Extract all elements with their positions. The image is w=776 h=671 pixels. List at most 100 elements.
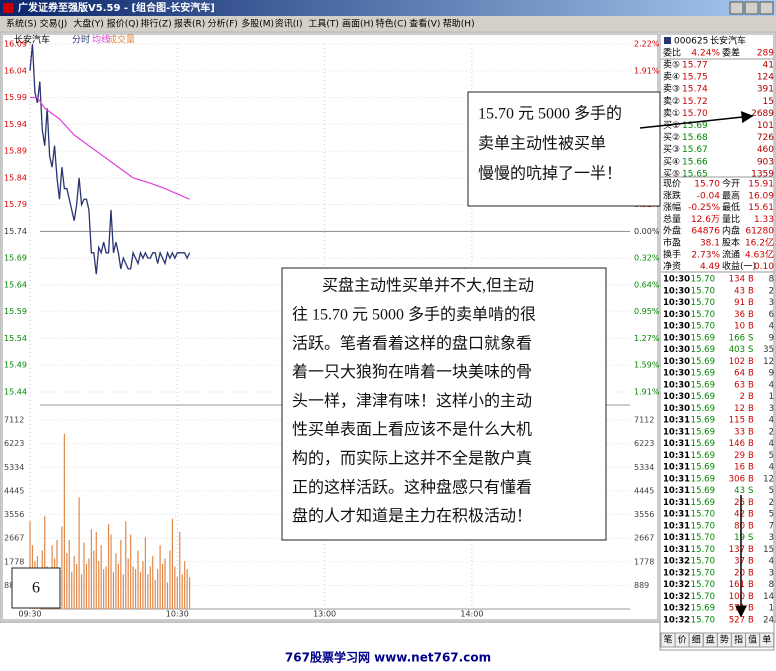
quote-value: 0.10	[754, 262, 774, 272]
trade-price: 15.70	[691, 533, 715, 543]
book-volume: 15	[763, 97, 774, 107]
note-text: 买盘主动性买单并不大,但主动	[322, 276, 534, 295]
menu-item[interactable]: 系统(S)	[6, 18, 37, 30]
book-label: 卖⑤	[663, 60, 680, 71]
trade-count: 6	[769, 310, 774, 320]
trade-price: 15.69	[691, 380, 715, 390]
volume-bar	[115, 553, 117, 609]
menu-bar	[0, 16, 776, 31]
stock-code: 000625	[674, 37, 708, 47]
trade-side: S	[748, 345, 753, 355]
volume-tick-label: 4445	[4, 486, 24, 495]
volume-bar	[179, 531, 181, 609]
trade-volume: 33	[734, 427, 745, 437]
trade-side: B	[748, 380, 754, 390]
menu-item[interactable]: 查看(V)	[409, 18, 440, 30]
trade-time: 10:31	[663, 463, 690, 473]
menu-item[interactable]: 画面(H)	[342, 19, 374, 30]
trade-time: 10:31	[663, 545, 690, 555]
trade-time: 10:31	[663, 498, 690, 508]
note-text: 正的这样活跃。这种盘感只有懂看	[292, 477, 532, 496]
trade-volume: 20	[734, 568, 745, 578]
menu-item[interactable]: 交易(J)	[40, 18, 68, 30]
volume-bar	[95, 531, 97, 609]
minimize-button[interactable]	[729, 1, 744, 15]
trade-price: 15.69	[691, 345, 715, 355]
volume-bar	[90, 529, 92, 609]
trade-time: 10:32	[663, 615, 690, 625]
menu-item[interactable]: 工具(T)	[308, 19, 339, 30]
menu-item[interactable]: 大盘(Y)	[73, 18, 104, 30]
title-bar	[0, 0, 776, 16]
trade-volume: 134	[729, 275, 745, 285]
trade-time: 10:30	[663, 298, 690, 308]
trade-side: B	[748, 521, 754, 531]
trade-count: 3	[769, 298, 774, 308]
volume-tick-label: 6223	[4, 439, 24, 448]
trade-volume: 137	[729, 545, 745, 555]
volume-bar	[98, 561, 100, 609]
quote-value: 1.33	[754, 215, 774, 225]
volume-tick-label: 889	[634, 581, 649, 590]
volume-bar	[122, 574, 124, 609]
volume-bar	[152, 555, 154, 609]
y-tick-label: 15.59	[4, 307, 27, 316]
quote-label: 委比	[663, 47, 681, 59]
menu-item[interactable]: 分析(F)	[208, 18, 238, 30]
volume-tick-label: 7112	[4, 416, 24, 425]
menu-item[interactable]: 排行(Z)	[140, 18, 171, 30]
trade-count: 9	[769, 369, 774, 379]
book-volume: 726	[757, 133, 774, 143]
menu-item[interactable]: 报价(Q)	[107, 18, 139, 30]
tab-label: 指	[734, 634, 743, 646]
volume-bar	[105, 566, 107, 609]
trade-count: 4	[769, 416, 774, 426]
trade-price: 15.69	[691, 486, 715, 496]
trade-volume: 527	[729, 615, 745, 625]
trade-count: 2	[769, 498, 774, 508]
volume-bar	[147, 574, 149, 609]
trade-price: 15.69	[691, 333, 715, 343]
tab-label: 值	[748, 634, 757, 646]
tab-label: 价	[678, 635, 687, 646]
volume-bar	[132, 566, 134, 609]
menu-item[interactable]: 帮助(H)	[443, 18, 475, 30]
trade-side: B	[748, 286, 754, 296]
trade-time: 10:32	[663, 580, 690, 590]
note-text: 盘的人才知道是主力在积极活动！	[292, 506, 532, 525]
trade-side: B	[748, 463, 754, 473]
pct-tick-label: 0.64%	[634, 280, 660, 289]
close-button[interactable]	[759, 1, 774, 15]
trade-price: 15.70	[691, 568, 715, 578]
menu-item[interactable]: 报表(R)	[174, 18, 205, 30]
trade-price: 15.69	[691, 474, 715, 484]
trade-side: B	[748, 369, 754, 379]
maximize-button[interactable]	[744, 1, 759, 15]
trade-time: 10:30	[663, 404, 690, 414]
volume-bar	[66, 553, 68, 609]
y-tick-label: 16.04	[4, 66, 27, 75]
menu-item[interactable]: 多股(M)	[241, 18, 274, 30]
trade-time: 10:30	[663, 380, 690, 390]
trade-count: 4	[769, 380, 774, 390]
book-price: 15.67	[682, 145, 708, 155]
menu-item[interactable]: 特色(C)	[376, 18, 407, 30]
menu-item[interactable]: 资讯(I)	[275, 19, 303, 30]
quote-label: 现价	[663, 179, 681, 190]
y-tick-label: 15.69	[4, 254, 27, 263]
volume-bar	[154, 579, 156, 609]
trade-volume: 91	[734, 298, 745, 308]
trade-volume: 37	[734, 557, 745, 567]
trade-volume: 64	[734, 369, 745, 379]
y-tick-label: 15.64	[4, 280, 27, 289]
book-volume: 41	[763, 61, 774, 71]
trade-count: 5	[769, 451, 774, 461]
tab-label: 盘	[706, 634, 715, 646]
quote-value: 38.1	[700, 239, 720, 249]
tab[interactable]	[759, 632, 775, 648]
y-tick-label: 15.94	[4, 120, 27, 129]
trade-time: 10:32	[663, 604, 690, 614]
chart-legend: 长安汽车	[14, 34, 50, 46]
volume-bar	[181, 574, 183, 609]
volume-tick-label: 1778	[4, 557, 24, 566]
